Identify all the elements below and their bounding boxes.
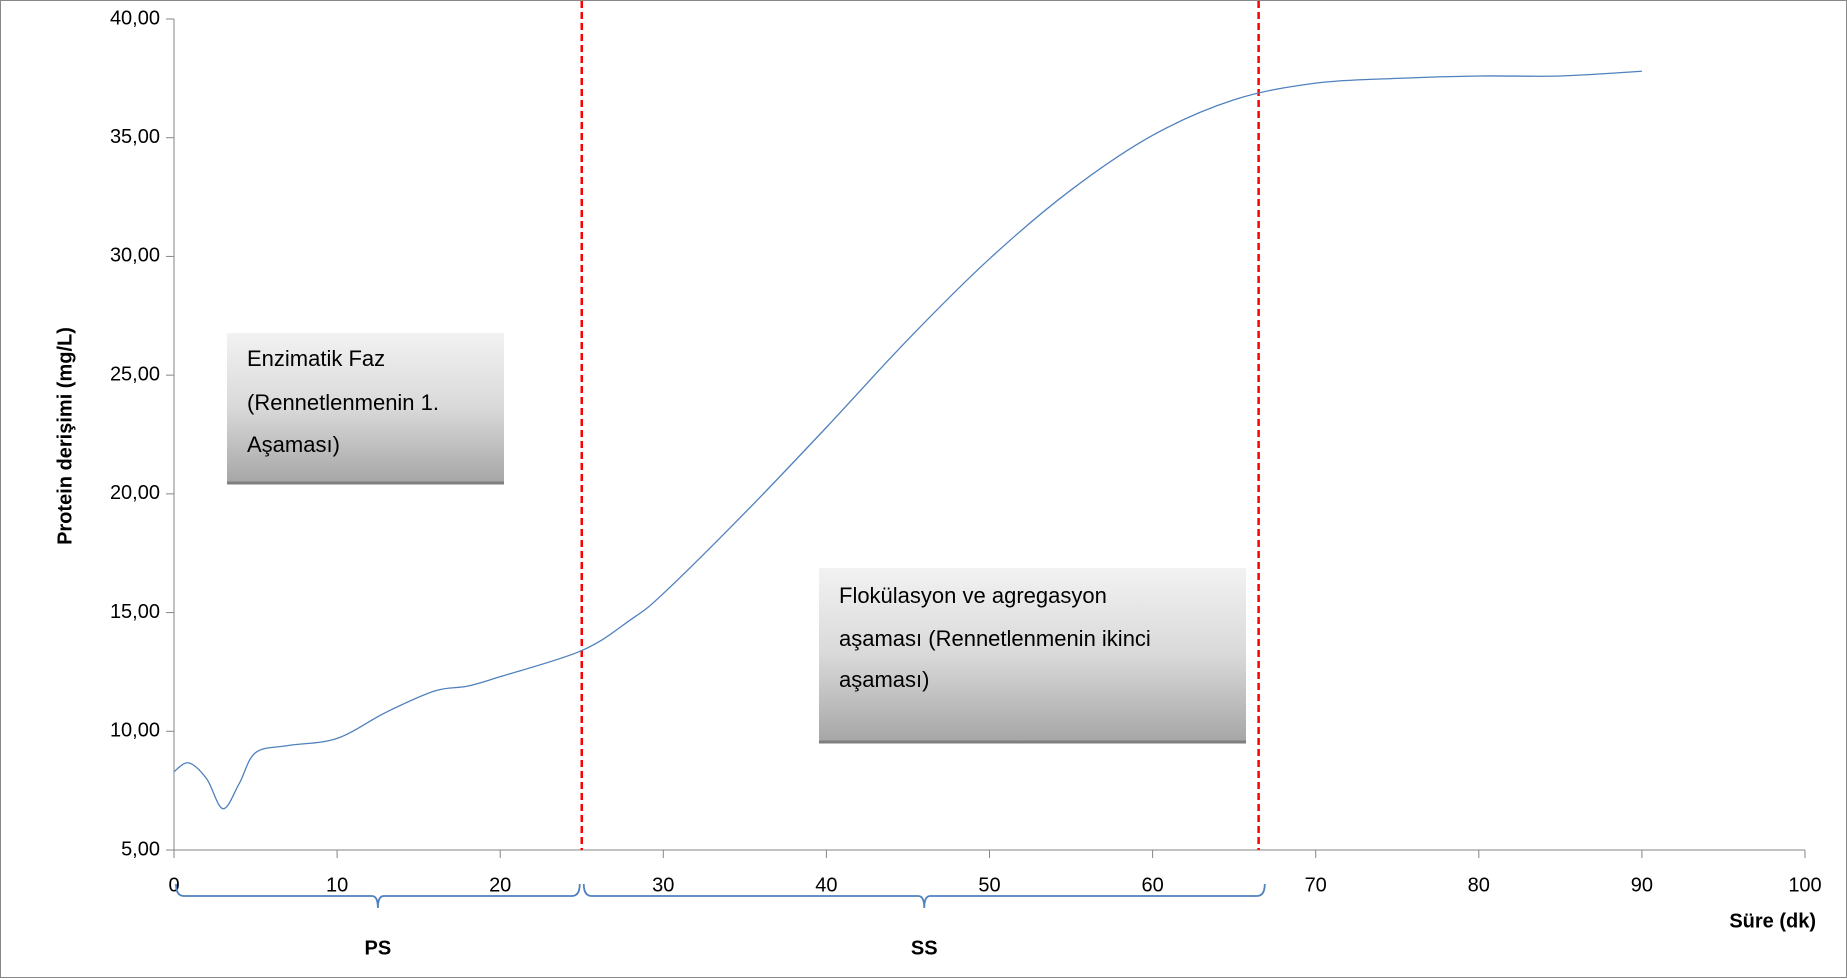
y-tick-label: 5,00: [121, 838, 160, 860]
x-tick-label: 60: [1141, 874, 1163, 896]
annotation-text: Enzimatik Faz: [247, 346, 385, 371]
y-tick-label: 25,00: [110, 363, 160, 385]
y-tick-label: 15,00: [110, 601, 160, 623]
annotation-text: (Rennetlenmenin 1.: [247, 390, 439, 415]
annotation-box: [819, 568, 1246, 742]
x-tick-label: 20: [489, 874, 511, 896]
x-axis-label: Süre (dk): [1729, 910, 1816, 932]
data-line: [173, 70, 1642, 810]
x-tick-label: 40: [815, 874, 837, 896]
annotation-text: aşaması): [839, 667, 929, 692]
phase-brace: [582, 883, 1266, 909]
x-tick-label: 90: [1631, 874, 1653, 896]
x-tick-label: 30: [652, 874, 674, 896]
x-tick-label: 70: [1305, 874, 1327, 896]
annotation-text: aşaması (Rennetlenmenin ikinci: [839, 626, 1151, 651]
phase-label: PS: [365, 937, 392, 959]
x-tick-label: 50: [978, 874, 1000, 896]
phase-label: SS: [911, 937, 938, 959]
y-axis-label: Protein derişimi (mg/L): [54, 327, 76, 545]
y-tick-label: 20,00: [110, 482, 160, 504]
x-tick-label: 80: [1468, 874, 1490, 896]
y-tick-label: 35,00: [110, 126, 160, 148]
y-tick-label: 10,00: [110, 720, 160, 742]
x-tick-label: 10: [326, 874, 348, 896]
annotation-box: [227, 333, 504, 483]
annotation-text: Aşaması): [247, 432, 340, 457]
x-tick-label: 0: [168, 874, 179, 896]
x-tick-label: 100: [1788, 874, 1821, 896]
phase-brace: [175, 883, 581, 909]
y-tick-label: 40,00: [110, 7, 160, 29]
annotation-text: Flokülasyon ve agregasyon: [839, 583, 1107, 608]
y-tick-label: 30,00: [110, 245, 160, 267]
